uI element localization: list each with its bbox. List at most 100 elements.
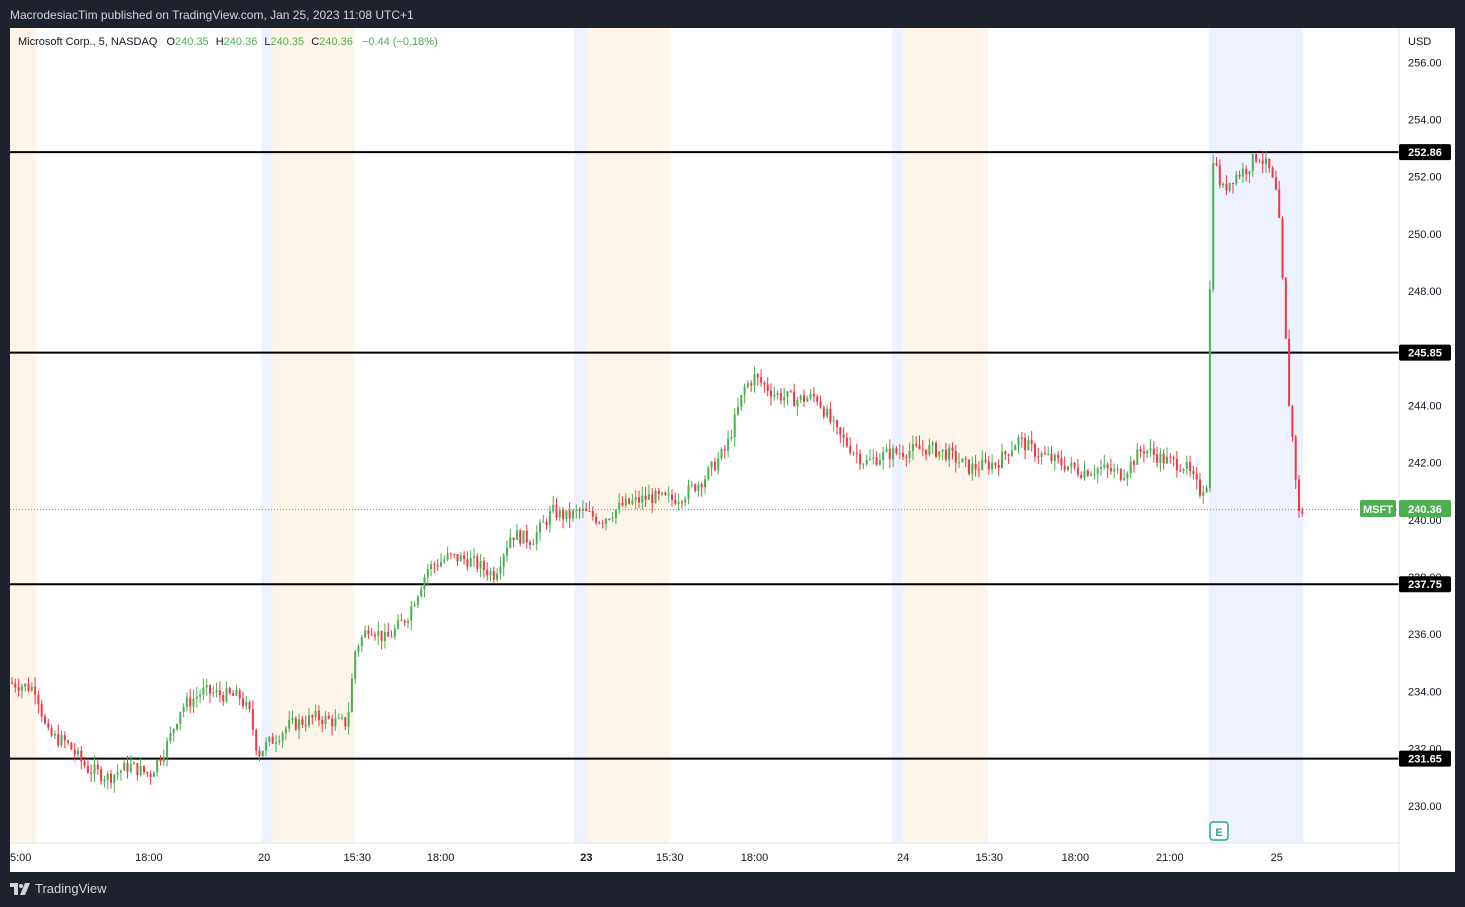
y-tick-label: 250.00: [1408, 229, 1442, 241]
candle-body: [67, 740, 70, 743]
candle-body: [509, 537, 512, 548]
candle-body: [20, 686, 23, 691]
candle-body: [446, 553, 449, 560]
session-band-pre: [892, 28, 904, 843]
candle-body: [14, 683, 17, 688]
candle-body: [1166, 456, 1168, 464]
candle-body: [1014, 445, 1017, 451]
candle-body: [80, 750, 83, 762]
candle-body: [238, 690, 241, 699]
candle-body: [819, 401, 822, 408]
candle-body: [743, 386, 746, 395]
session-band-pre: [1208, 28, 1304, 843]
candle-body: [403, 620, 406, 624]
candle-body: [416, 596, 419, 605]
candle-body: [565, 510, 568, 520]
candle-body: [677, 501, 680, 504]
candle-body: [420, 589, 423, 597]
candle-body: [1212, 163, 1215, 290]
candle-body: [803, 395, 805, 402]
candle-body: [737, 407, 739, 415]
candle-body: [1007, 454, 1010, 456]
candle-body: [126, 762, 129, 772]
candle-body: [654, 490, 657, 504]
candle-body: [367, 630, 370, 635]
candle-body: [182, 707, 185, 712]
candle-body: [473, 556, 475, 558]
candle-body: [436, 565, 439, 567]
candle-body: [621, 502, 624, 506]
candle-body: [291, 718, 294, 721]
candle-body: [1255, 154, 1258, 162]
last-price-tag: [1399, 500, 1451, 517]
candle-body: [1093, 473, 1096, 475]
candle-body: [212, 692, 215, 694]
tradingview-logo[interactable]: TradingView: [10, 881, 107, 896]
candle-body: [971, 463, 974, 474]
candle-body: [242, 698, 244, 706]
candle-body: [548, 511, 551, 525]
candle-body: [1281, 217, 1284, 278]
candle-body: [156, 759, 159, 773]
candle-body: [1083, 470, 1086, 479]
candle-body: [218, 690, 221, 696]
candle-body: [865, 459, 868, 465]
candle-body: [770, 391, 772, 397]
candle-body: [921, 449, 924, 451]
candle-body: [845, 437, 848, 446]
candle-body: [961, 458, 964, 463]
candle-body: [852, 452, 855, 454]
candle-body: [199, 694, 202, 697]
candle-body: [321, 720, 324, 724]
chart-canvas[interactable]: 230.00232.00234.00236.00238.00240.00242.…: [10, 28, 1455, 872]
candle-body: [1116, 469, 1119, 471]
candle-body: [410, 606, 413, 621]
earnings-marker[interactable]: [1209, 821, 1229, 841]
candle-body: [1080, 474, 1083, 479]
candle-body: [387, 631, 390, 637]
candle-body: [779, 393, 782, 401]
candle-body: [304, 724, 307, 726]
legend-l-value: 240.35: [271, 36, 305, 48]
candle-body: [189, 697, 192, 707]
candle-body: [482, 561, 485, 571]
candle-body: [496, 573, 499, 580]
candle-body: [905, 456, 908, 458]
candle-body: [1020, 437, 1023, 439]
candle-body: [954, 450, 957, 463]
candle-body: [344, 717, 347, 727]
candle-body: [829, 409, 832, 422]
candle-body: [116, 772, 119, 775]
candle-body: [453, 554, 456, 556]
candle-body: [651, 494, 654, 504]
candle-body: [86, 765, 89, 773]
price-axis[interactable]: 230.00232.00234.00236.00238.00240.00242.…: [1408, 57, 1442, 813]
candle-body: [1030, 440, 1033, 445]
time-axis[interactable]: 5:00 18:00 20 15:30 18:00 23 15:30 18:00 24 15:30…: [10, 852, 1283, 864]
candle-body: [275, 742, 277, 744]
candle-body: [364, 630, 367, 638]
legend-c-label: C: [311, 36, 319, 48]
legend-o-label: O: [166, 36, 175, 48]
candle-body: [671, 494, 673, 500]
candle-body: [1245, 168, 1248, 175]
candle-body: [614, 509, 617, 518]
candle-body: [294, 718, 297, 730]
candle-body: [235, 690, 238, 696]
candle-body: [433, 564, 436, 566]
candle-body: [169, 733, 172, 741]
candle-body: [1189, 462, 1192, 472]
level-tag: [1399, 576, 1451, 593]
candle-body: [96, 764, 99, 770]
y-tick-label: 236.00: [1408, 629, 1442, 641]
x-tick-label: 15:30: [975, 852, 1003, 864]
candle-body: [17, 687, 20, 691]
candle-body: [638, 497, 640, 503]
candle-body: [1090, 474, 1093, 476]
candle-body: [707, 467, 710, 480]
legend-l-label: L: [264, 36, 270, 48]
candle-body: [1265, 158, 1267, 164]
candle-body: [1123, 478, 1126, 480]
candle-body: [308, 715, 310, 726]
candle-body: [430, 564, 433, 569]
